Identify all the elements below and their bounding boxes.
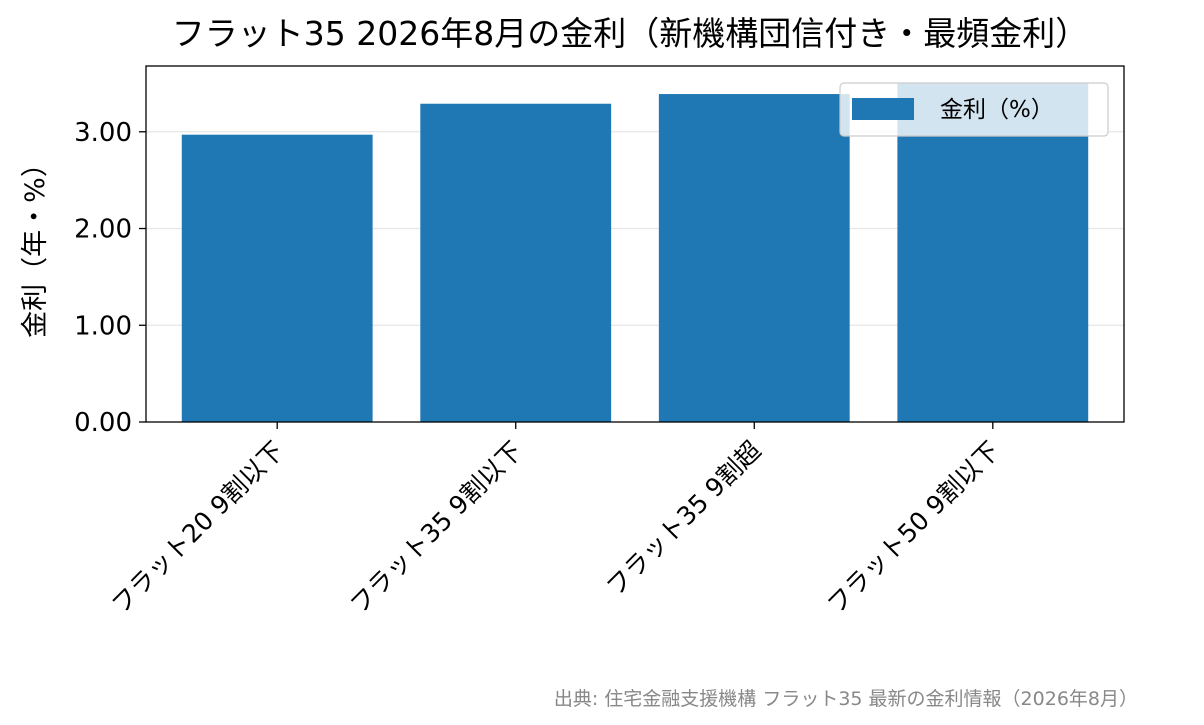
chart-title: フラット35 2026年8月の金利（新機構団信付き・最頻金利） <box>172 14 1088 53</box>
legend-swatch <box>852 98 914 120</box>
legend-label: 金利（%） <box>940 97 1054 123</box>
legend-box <box>839 82 1109 137</box>
x-tick-label: フラット35 9割以下 <box>344 436 528 620</box>
x-axis-ticks: フラット20 9割以下 フラット35 9割以下 フラット35 9割超 フラット50 9… <box>106 422 1005 619</box>
y-tick-label: 0.00 <box>74 408 132 438</box>
source-note: 出典: 住宅金融支援機構 フラット35 最新の金利情報（2026年8月） <box>554 688 1138 710</box>
x-tick-label: フラット50 9割以下 <box>821 436 1005 620</box>
y-tick-label: 1.00 <box>74 311 132 341</box>
plot-frame <box>145 65 1125 423</box>
x-tick-label: フラット35 9割超 <box>601 436 767 602</box>
y-tick-label: 3.00 <box>74 118 132 148</box>
y-axis-label: 金利（年・%） <box>20 150 51 338</box>
x-tick-label: フラット20 9割以下 <box>106 436 290 620</box>
y-axis-ticks: 0.00 1.00 2.00 3.00 <box>74 118 146 438</box>
bar <box>897 83 1089 423</box>
bar <box>181 134 373 422</box>
legend: 金利（%） <box>839 82 1109 137</box>
bar <box>420 103 612 422</box>
bar <box>658 94 850 422</box>
y-tick-label: 2.00 <box>74 215 132 245</box>
bars <box>181 83 1089 423</box>
